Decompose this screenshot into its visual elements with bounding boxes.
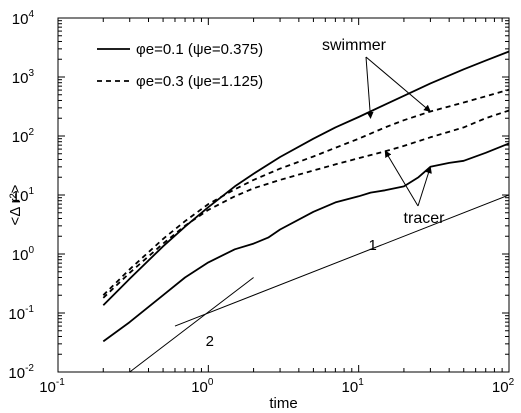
reference-lines: 12: [129, 194, 510, 373]
x-tick-label: 101: [342, 377, 365, 396]
reference-line-slope-2: [129, 277, 254, 373]
y-tick-label: 102: [12, 127, 35, 146]
x-tick-label: 10-1: [39, 377, 65, 396]
swimmer-annotation-label: swimmer: [322, 37, 387, 54]
swimmer-series-dashed: [102, 88, 510, 296]
x-tick-label: 102: [492, 377, 515, 396]
tracer-arrow: [384, 150, 419, 207]
annotations: swimmer tracer: [322, 37, 445, 227]
axis-tick-labels: 10-1 100 101 102 10-2 10-1 100 101 102 103 104: [8, 9, 514, 396]
y-axis-label: <Δ r²>: [7, 184, 24, 225]
legend-entry-solid: φe=0.1 (ψe=0.375): [136, 41, 263, 58]
plot-area-frame: [57, 17, 510, 373]
tracer-series-solid: [102, 142, 510, 343]
y-tick-label: 10-2: [8, 363, 34, 382]
legend-entry-dashed: φe=0.3 (ψe=1.125): [136, 73, 263, 90]
reference-line-slope-1: [174, 194, 510, 327]
x-tick-label: 100: [191, 377, 214, 396]
reference-line-label-2: 2: [206, 333, 214, 350]
swimmer-arrow: [365, 56, 374, 119]
swimmer-series-solid: [102, 50, 510, 306]
y-tick-label: 104: [12, 9, 35, 28]
data-series: [102, 50, 510, 343]
legend: φe=0.1 (ψe=0.375) φe=0.3 (ψe=1.125): [97, 41, 263, 90]
y-tick-label: 103: [12, 68, 35, 87]
y-tick-label: 100: [12, 245, 35, 264]
tracer-annotation-label: tracer: [404, 210, 446, 227]
tracer-series-dashed: [102, 109, 510, 299]
reference-line-label-1: 1: [368, 237, 376, 254]
x-axis-label: time: [269, 395, 297, 412]
y-tick-label: 10-1: [8, 304, 34, 323]
axis-ticks: [57, 17, 510, 373]
swimmer-arrow: [365, 56, 431, 112]
y-tick-label: 101: [12, 186, 35, 205]
tracer-arrow: [417, 166, 432, 207]
